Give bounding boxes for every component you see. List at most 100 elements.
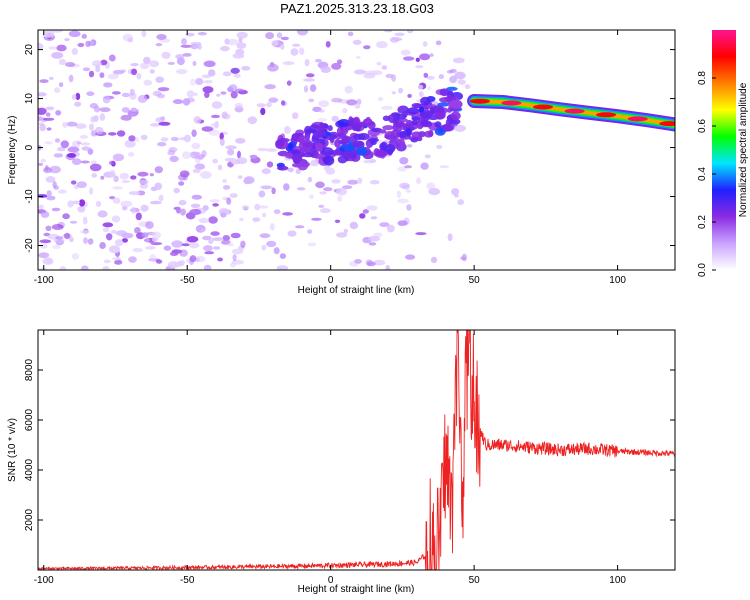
noise-blob — [331, 97, 343, 103]
noise-blob — [227, 38, 239, 46]
noise-blob — [276, 32, 283, 39]
noise-blob — [170, 136, 179, 142]
y-tick-label: 4000 — [24, 458, 35, 481]
noise-blob — [394, 32, 405, 37]
noise-blob — [349, 221, 359, 230]
noise-blob — [237, 150, 241, 159]
noise-blob — [172, 99, 184, 105]
noise-blob — [83, 237, 88, 245]
noise-blob — [137, 171, 149, 177]
noise-blob — [160, 116, 166, 121]
noise-blob — [308, 98, 315, 103]
noise-blob — [397, 220, 408, 227]
noise-blob — [100, 59, 108, 66]
noise-blob — [190, 203, 201, 208]
noise-blob — [91, 160, 97, 165]
noise-blob — [381, 65, 388, 70]
noise-blob — [182, 53, 192, 57]
noise-blob — [81, 146, 91, 151]
noise-blob — [354, 103, 361, 109]
noise-blob — [64, 38, 70, 42]
noise-blob — [48, 46, 57, 50]
noise-blob — [110, 229, 117, 234]
noise-blob — [222, 178, 228, 184]
noise-blob — [45, 225, 52, 231]
noise-blob — [406, 204, 412, 211]
noise-blob — [336, 187, 348, 196]
snr-ylabel: SNR (10 * v/v) — [7, 418, 18, 482]
noise-blob — [221, 111, 228, 119]
signal-blob — [407, 107, 420, 115]
noise-blob — [305, 73, 315, 78]
signal-blob — [387, 148, 394, 155]
noise-blob — [191, 142, 201, 150]
signal-blob — [297, 161, 309, 171]
signal-blob — [323, 155, 335, 166]
noise-blob — [457, 79, 466, 85]
noise-blob — [269, 223, 275, 231]
noise-blob — [124, 139, 136, 148]
signal-blob — [434, 121, 442, 128]
noise-blob — [400, 49, 411, 56]
noise-blob — [405, 189, 411, 193]
noise-blob — [80, 230, 90, 234]
noise-blob — [457, 199, 465, 206]
noise-blob — [195, 77, 204, 86]
noise-blob — [363, 73, 376, 79]
noise-blob — [129, 88, 135, 96]
noise-blob — [114, 239, 124, 247]
noise-blob — [92, 60, 102, 67]
noise-blob — [186, 236, 199, 243]
noise-blob — [88, 70, 95, 78]
noise-blob — [130, 108, 141, 112]
noise-blob — [154, 166, 163, 174]
noise-blob — [352, 39, 362, 45]
noise-blob — [212, 158, 218, 164]
ridge-peak — [469, 98, 490, 104]
noise-blob — [151, 237, 159, 242]
snr-ticks: -100 -50 0 50 100 2000 4000 6000 8000 — [24, 330, 675, 586]
signal-blob — [405, 127, 412, 137]
noise-blob — [99, 242, 106, 249]
noise-blob — [451, 188, 460, 196]
noise-blob — [106, 233, 113, 241]
noise-blob — [256, 103, 266, 108]
noise-blob — [208, 69, 216, 77]
noise-blob — [368, 242, 377, 246]
signal-blob — [321, 147, 334, 157]
y-tick-label: 20 — [24, 44, 35, 56]
noise-blob — [155, 76, 164, 83]
signal-blob — [367, 121, 376, 130]
noise-blob — [197, 32, 207, 36]
noise-blob — [267, 63, 279, 72]
colorbar-tick-label: 0.0 — [697, 263, 708, 277]
noise-blob — [290, 48, 299, 56]
noise-blob — [243, 176, 255, 184]
noise-blob — [102, 265, 110, 270]
noise-blob — [254, 203, 261, 211]
noise-blob — [181, 243, 190, 247]
y-tick-label: -10 — [24, 189, 35, 204]
noise-blob — [417, 84, 424, 90]
noise-blob — [283, 126, 291, 134]
noise-blob — [323, 187, 333, 192]
noise-blob — [236, 42, 247, 49]
noise-blob — [452, 57, 465, 64]
noise-blob — [194, 163, 205, 170]
noise-blob — [303, 78, 315, 82]
noise-blob — [317, 118, 328, 122]
signal-blob — [317, 129, 327, 138]
noise-blob — [369, 180, 380, 185]
colorbar-tick-label: 0.2 — [697, 215, 708, 229]
noise-blob — [77, 141, 82, 145]
noise-blob — [232, 53, 245, 59]
noise-blob — [192, 60, 197, 67]
noise-blob — [204, 91, 210, 99]
noise-blob — [51, 30, 63, 33]
noise-blob — [407, 144, 413, 148]
noise-blob — [318, 100, 330, 108]
noise-blob — [219, 132, 224, 141]
signal-blob — [421, 120, 430, 126]
noise-blob — [379, 222, 390, 228]
signal-blob — [315, 142, 324, 152]
